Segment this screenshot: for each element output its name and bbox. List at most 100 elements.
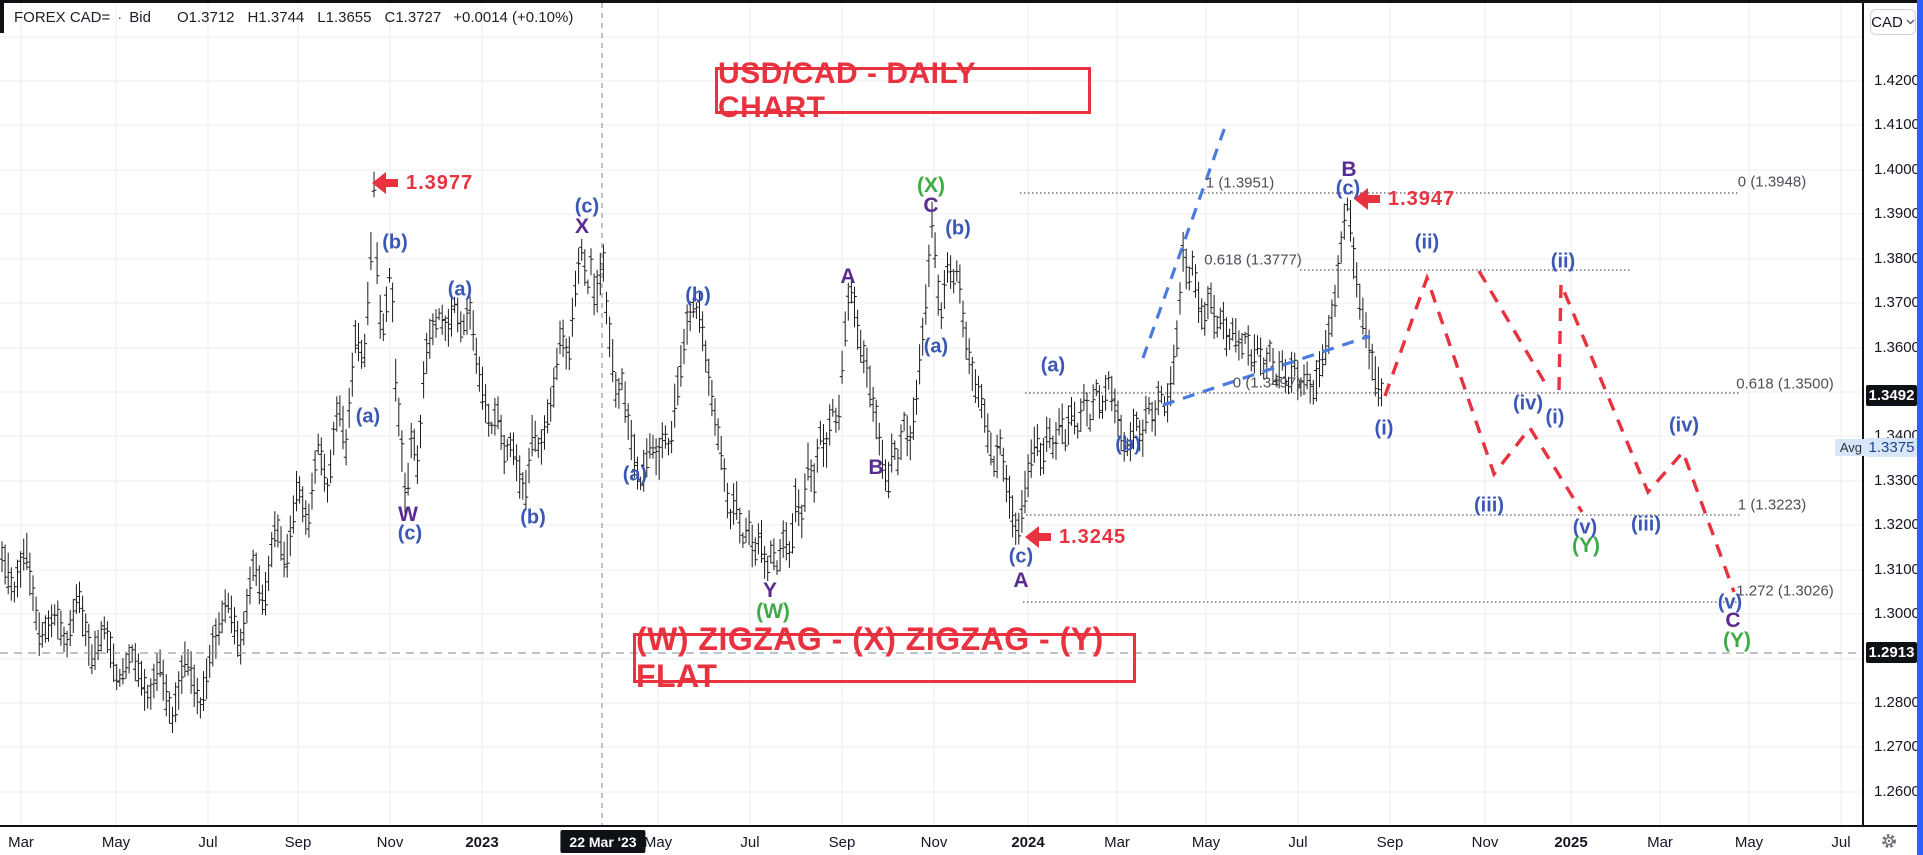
change-value: +0.0014 (+0.10%) xyxy=(453,9,574,26)
close-value: C1.3727 xyxy=(384,9,442,26)
wave-label: (c) xyxy=(1335,177,1361,200)
timezone-settings-button[interactable] xyxy=(1875,831,1903,851)
price-tick-label: 1.4000 xyxy=(1874,161,1920,178)
price-tick-label: 1.2800 xyxy=(1874,694,1920,711)
fib-level-label: 0.618 (1.3500) xyxy=(1736,375,1834,393)
avg-badge: Avg xyxy=(1834,439,1867,456)
time-tick-label: Nov xyxy=(1471,834,1499,851)
price-tick-label: 1.2700 xyxy=(1874,738,1920,755)
chart-title-annotation: USD/CAD - DAILY CHART xyxy=(715,57,1091,124)
wave-label: (i) xyxy=(1545,406,1565,429)
wave-label: A xyxy=(1013,569,1029,592)
symbol-legend[interactable]: FOREX CAD= · Bid O1.3712 H1.3744 L1.3655… xyxy=(14,9,573,26)
wave-label: W xyxy=(398,503,418,526)
window-left-edge xyxy=(0,3,4,33)
wave-label: (v) xyxy=(1717,591,1743,614)
wave-label: (c) xyxy=(574,195,600,218)
currency-toggle-button[interactable]: CAD xyxy=(1870,9,1916,35)
left-arrow-icon xyxy=(372,172,398,194)
price-flag: 1.3245 xyxy=(1025,526,1126,548)
price-tick-label: 1.3000 xyxy=(1874,605,1920,622)
time-tick-label: Jul xyxy=(740,834,760,851)
wave-label: C xyxy=(1725,609,1741,632)
time-tick-label: Sep xyxy=(1376,834,1404,851)
wave-label: C xyxy=(923,194,939,217)
avg-price-tag: 1.3375 xyxy=(1866,438,1917,457)
wave-label: A xyxy=(840,265,856,288)
currency-label: CAD xyxy=(1871,13,1903,31)
price-flag-value: 1.3977 xyxy=(406,171,474,194)
wave-label: (iv) xyxy=(1669,414,1699,437)
price-tick-label: 1.3300 xyxy=(1874,472,1920,489)
wave-label: (iii) xyxy=(1631,513,1661,536)
price-axis[interactable]: CAD 1.4200 1.4100 1.4000 1.3900 1.3800 1.3700… xyxy=(1862,0,1920,855)
price-tick-label: 1.3100 xyxy=(1874,561,1920,578)
wave-label: (v) xyxy=(1572,516,1598,539)
time-tick-label: Sep xyxy=(828,834,856,851)
price-flag-value: 1.3947 xyxy=(1388,187,1456,210)
time-tick-label: Mar xyxy=(1647,834,1673,851)
wave-label: (X) xyxy=(917,174,945,197)
price-bars xyxy=(0,171,1384,733)
price-tick-label: 1.3900 xyxy=(1874,205,1920,222)
time-tick-label: 2024 xyxy=(1011,834,1045,851)
wave-label: (b) xyxy=(520,506,546,529)
time-axis[interactable]: Mar May Jul Sep Nov 2023 May Jul Sep Nov 2024 Mar Ma… xyxy=(0,825,1917,855)
fib-level-label: 0.618 (1.3777) xyxy=(1204,251,1302,269)
fib-level-label: 1.272 (1.3026) xyxy=(1736,582,1834,600)
last-price-tag: 1.3492 xyxy=(1866,385,1917,406)
crosshair-date-tag: 22 Mar '23 xyxy=(560,830,646,853)
wave-label: (c) xyxy=(1008,545,1034,568)
wave-label: (Y) xyxy=(1572,534,1600,557)
time-tick-label: May xyxy=(1734,834,1764,851)
window-top-edge xyxy=(0,0,1923,3)
time-tick-label: 2023 xyxy=(465,834,499,851)
wave-label: (ii) xyxy=(1550,250,1576,273)
wave-label: (b) xyxy=(945,217,971,240)
level-price-tag: 1.2913 xyxy=(1866,642,1917,663)
price-tick-label: 1.3800 xyxy=(1874,250,1920,267)
time-tick-label: May xyxy=(101,834,131,851)
wave-label: (iii) xyxy=(1474,494,1504,517)
window-right-accent-strip xyxy=(1917,0,1923,855)
gear-icon xyxy=(1882,834,1896,848)
time-tick-label: Sep xyxy=(284,834,312,851)
wave-label: (a) xyxy=(447,278,473,301)
wave-label: (b) xyxy=(685,284,711,307)
wave-label: (Y) xyxy=(1723,629,1751,652)
wave-label: (a) xyxy=(923,335,949,358)
legend-separator: · xyxy=(117,9,123,26)
time-tick-label: Jul xyxy=(1831,834,1851,851)
wave-label: B xyxy=(1341,158,1357,181)
wave-label: (W) xyxy=(756,600,790,623)
wave-label: B xyxy=(868,456,884,479)
wave-label: (a) xyxy=(1040,354,1066,377)
elliott-pattern-annotation: (W) ZIGZAG - (X) ZIGZAG - (Y) FLAT xyxy=(633,621,1136,694)
ohlc-values: O1.3712 H1.3744 L1.3655 C1.3727 xyxy=(177,9,441,26)
wave-label: (c) xyxy=(397,522,423,545)
chevron-down-icon xyxy=(1906,19,1915,25)
wave-label: (iv) xyxy=(1513,392,1543,415)
high-value: H1.3744 xyxy=(247,9,305,26)
fib-level-label: 1 (1.3951) xyxy=(1205,174,1275,192)
price-flag: 1.3947 xyxy=(1354,188,1455,210)
time-tick-label: May xyxy=(1191,834,1221,851)
wave-label: (b) xyxy=(1115,433,1141,456)
fib-level-label: 0 (1.3497) xyxy=(1232,374,1302,392)
time-tick-label: May xyxy=(643,834,673,851)
wave-label: Y xyxy=(762,579,778,602)
symbol-name[interactable]: FOREX CAD= xyxy=(14,9,111,26)
wave-label: (a) xyxy=(355,405,381,428)
wave-label: X xyxy=(574,215,590,238)
time-tick-label: Nov xyxy=(920,834,948,851)
price-tick-label: 1.3600 xyxy=(1874,339,1920,356)
open-value: O1.3712 xyxy=(176,9,235,26)
time-tick-label: Mar xyxy=(1104,834,1130,851)
time-tick-label: Jul xyxy=(198,834,218,851)
price-tick-label: 1.3200 xyxy=(1874,516,1920,533)
wave-label: (i) xyxy=(1374,417,1394,440)
wave-label: (b) xyxy=(382,231,408,254)
wave-label: (ii) xyxy=(1414,231,1440,254)
